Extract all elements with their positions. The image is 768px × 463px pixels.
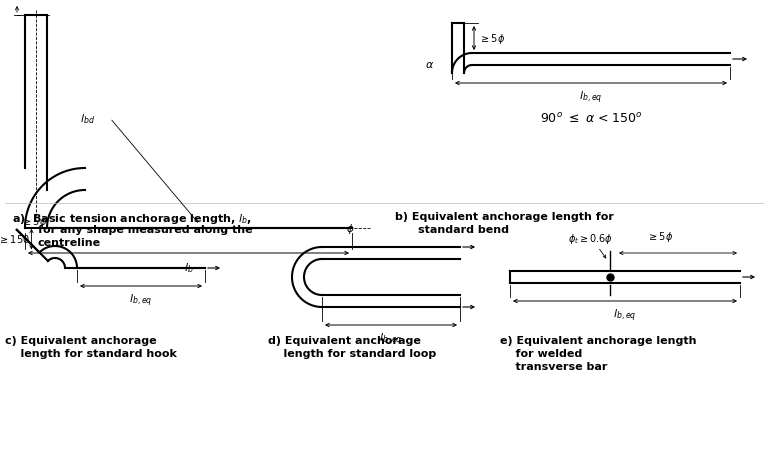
Text: $l_{b,eq}$: $l_{b,eq}$ xyxy=(614,307,637,324)
Text: transverse bar: transverse bar xyxy=(500,361,607,371)
Text: $\phi_t \geq 0.6\phi$: $\phi_t \geq 0.6\phi$ xyxy=(568,232,613,245)
Text: c) Equivalent anchorage: c) Equivalent anchorage xyxy=(5,335,157,345)
Text: 90$^o$ $\leq$ $\alpha$ < 150$^o$: 90$^o$ $\leq$ $\alpha$ < 150$^o$ xyxy=(540,112,642,126)
Text: e) Equivalent anchorage length: e) Equivalent anchorage length xyxy=(500,335,697,345)
Text: length for standard loop: length for standard loop xyxy=(268,348,436,358)
Text: standard bend: standard bend xyxy=(418,225,509,234)
Text: $\phi$: $\phi$ xyxy=(346,221,355,236)
Text: $l_b$: $l_b$ xyxy=(184,260,194,274)
Text: $\geq 5\phi$: $\geq 5\phi$ xyxy=(21,214,47,228)
Text: $\geq 5\phi$: $\geq 5\phi$ xyxy=(647,230,673,244)
Text: $l_{b,eq}$: $l_{b,eq}$ xyxy=(579,90,603,106)
Text: $l_{b,eq}$: $l_{b,eq}$ xyxy=(379,332,402,348)
Text: centreline: centreline xyxy=(38,238,101,247)
Text: for any shape measured along the: for any shape measured along the xyxy=(38,225,253,234)
Text: $\alpha$: $\alpha$ xyxy=(425,60,434,70)
Text: for welded: for welded xyxy=(500,348,582,358)
Text: a)  Basic tension anchorage length, $l_b$,: a) Basic tension anchorage length, $l_b$… xyxy=(12,212,252,225)
Text: b) Equivalent anchorage length for: b) Equivalent anchorage length for xyxy=(395,212,614,221)
Text: $\geq$150: $\geq$150 xyxy=(0,233,29,245)
Text: d) Equivalent anchorage: d) Equivalent anchorage xyxy=(268,335,421,345)
Text: length for standard hook: length for standard hook xyxy=(5,348,177,358)
Text: $l_{b,eq}$: $l_{b,eq}$ xyxy=(129,292,153,309)
Text: $\geq 5\phi$: $\geq 5\phi$ xyxy=(479,32,505,46)
Text: $l_{bd}$: $l_{bd}$ xyxy=(80,112,95,125)
